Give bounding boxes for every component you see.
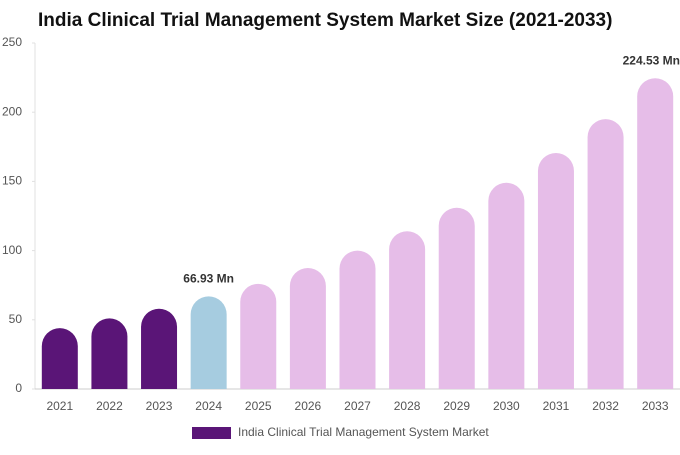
x-tick-label: 2025 bbox=[245, 399, 272, 413]
data-label: 224.53 Mn bbox=[623, 53, 680, 67]
x-tick-label: 2022 bbox=[96, 399, 123, 413]
x-tick-label: 2033 bbox=[642, 399, 669, 413]
bar bbox=[637, 78, 674, 389]
x-tick-label: 2029 bbox=[443, 399, 470, 413]
x-tick-label: 2030 bbox=[493, 399, 520, 413]
x-tick-label: 2027 bbox=[344, 399, 371, 413]
y-tick-label: 150 bbox=[2, 174, 22, 188]
bar bbox=[91, 318, 128, 389]
x-tick-label: 2024 bbox=[195, 399, 222, 413]
bar bbox=[141, 308, 178, 389]
bar bbox=[190, 296, 227, 389]
x-tick-label: 2032 bbox=[592, 399, 619, 413]
bar bbox=[587, 119, 624, 389]
y-tick-label: 200 bbox=[2, 104, 22, 118]
bar bbox=[289, 268, 326, 389]
y-tick-label: 250 bbox=[2, 35, 22, 49]
x-tick-label: 2021 bbox=[46, 399, 73, 413]
chart-title: India Clinical Trial Management System M… bbox=[38, 10, 612, 31]
legend-label: India Clinical Trial Management System M… bbox=[238, 425, 489, 439]
y-tick-label: 50 bbox=[9, 312, 23, 326]
x-tick-label: 2026 bbox=[295, 399, 322, 413]
x-tick-label: 2031 bbox=[543, 399, 570, 413]
bar bbox=[240, 283, 277, 389]
x-tick-label: 2028 bbox=[394, 399, 421, 413]
data-label: 66.93 Mn bbox=[183, 272, 234, 286]
bar bbox=[389, 231, 426, 389]
bar bbox=[488, 182, 525, 389]
bar bbox=[438, 207, 475, 389]
x-tick-label: 2023 bbox=[146, 399, 173, 413]
bar bbox=[339, 250, 376, 389]
bar bbox=[537, 153, 574, 389]
bar bbox=[41, 328, 78, 389]
legend-swatch bbox=[192, 427, 231, 439]
y-tick-label: 100 bbox=[2, 243, 22, 257]
y-tick-label: 0 bbox=[15, 381, 22, 395]
